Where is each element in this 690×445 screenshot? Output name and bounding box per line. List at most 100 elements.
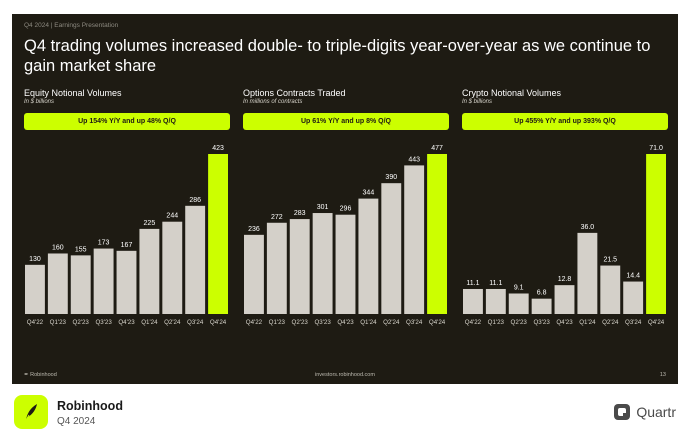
x-tick-label: Q1'24 (360, 319, 377, 326)
bar-value-label: 11.1 (489, 280, 502, 287)
slide-page-number: 13 (659, 372, 666, 378)
bar-Q3'23 (93, 248, 114, 314)
bar-value-label: 167 (121, 242, 133, 249)
x-tick-label: Q3'24 (187, 319, 204, 326)
slide-footer-brand: ✒ Robinhood (24, 372, 57, 378)
bar-value-label: 236 (248, 226, 260, 233)
bar-value-label: 423 (212, 145, 224, 152)
bar-value-label: 6.8 (537, 290, 547, 297)
bar-Q4'22 (25, 264, 45, 314)
x-tick-label: Q2'24 (383, 319, 400, 326)
chart-panel-crypto: Crypto Notional Volumes In $ billions Up… (462, 88, 668, 348)
bar-value-label: 21.5 (603, 257, 617, 264)
bar-value-label: 390 (385, 174, 397, 181)
bar-value-label: 477 (431, 145, 443, 152)
bar-value-label: 155 (75, 246, 87, 253)
robinhood-logo (14, 395, 48, 429)
bar-Q3'23 (312, 213, 333, 314)
bar-Q2'23 (70, 255, 91, 314)
chart-panel-options: Options Contracts Traded In millions of … (243, 88, 449, 348)
slide-headline: Q4 trading volumes increased double- to … (24, 37, 651, 75)
presentation-label: Q4 2024 | Earnings Presentation (24, 22, 119, 29)
bar-value-label: 272 (271, 214, 283, 221)
chart-subtitle: In millions of contracts (243, 99, 303, 105)
bar-value-label: 160 (52, 244, 64, 251)
earnings-slide: Q4 2024 | Earnings Presentation Q4 tradi… (12, 14, 678, 384)
equity-bar-chart: 130 Q4'22 160 Q1'23 155 Q2'23 173 Q3'23 167 Q4'23… (25, 145, 228, 326)
bar-Q4'24 (208, 154, 228, 314)
x-tick-label: Q3'23 (533, 319, 550, 326)
x-tick-label: Q1'24 (141, 319, 158, 326)
x-tick-label: Q4'23 (337, 319, 354, 326)
bar-value-label: 12.8 (558, 276, 572, 283)
chart-subtitle: In $ billions (24, 99, 55, 105)
x-tick-label: Q1'23 (269, 319, 286, 326)
bar-Q1'24 (577, 232, 598, 314)
feather-icon (25, 404, 37, 421)
chart-title: Options Contracts Traded (243, 88, 346, 98)
x-tick-label: Q2'24 (602, 319, 619, 326)
bar-value-label: 443 (408, 156, 420, 163)
growth-callout: Up 455% Y/Y and up 393% Q/Q (462, 113, 668, 130)
x-tick-label: Q4'24 (429, 319, 446, 326)
bar-Q4'23 (554, 285, 575, 314)
x-tick-label: Q2'24 (164, 319, 181, 326)
bar-Q2'23 (289, 219, 310, 314)
bar-Q4'24 (427, 154, 447, 314)
x-tick-label: Q4'22 (465, 319, 482, 326)
bar-Q4'22 (244, 234, 264, 314)
chart-subtitle: In $ billions (462, 99, 493, 105)
bar-value-label: 14.4 (626, 273, 640, 280)
bar-Q1'23 (47, 253, 68, 314)
quartr-wordmark: Quartr (636, 404, 676, 420)
x-tick-label: Q1'23 (488, 319, 505, 326)
x-tick-label: Q1'23 (50, 319, 67, 326)
x-tick-label: Q3'23 (314, 319, 331, 326)
bar-Q2'24 (162, 221, 183, 314)
growth-callout: Up 154% Y/Y and up 48% Q/Q (24, 113, 230, 130)
bar-Q3'24 (185, 205, 206, 314)
bar-Q2'24 (381, 183, 402, 314)
x-tick-label: Q3'24 (625, 319, 642, 326)
bar-Q3'24 (404, 165, 425, 314)
chart-title: Crypto Notional Volumes (462, 88, 562, 98)
bar-Q4'23 (335, 214, 356, 314)
reporting-period: Q4 2024 (57, 416, 96, 427)
bar-value-label: 130 (29, 256, 41, 263)
options-bar-chart: 236 Q4'22 272 Q1'23 283 Q2'23 301 Q3'23 296 Q4'23… (244, 145, 447, 326)
chart-title: Equity Notional Volumes (24, 88, 122, 98)
bar-value-label: 244 (166, 213, 178, 220)
bar-value-label: 11.1 (466, 280, 479, 287)
x-tick-label: Q4'24 (648, 319, 665, 326)
bar-Q3'24 (623, 281, 644, 314)
bar-value-label: 173 (98, 240, 110, 247)
bar-value-label: 344 (363, 190, 375, 197)
bar-Q4'24 (646, 154, 666, 314)
quartr-brand: Quartr (613, 403, 676, 421)
bar-Q3'23 (531, 298, 552, 314)
bar-value-label: 9.1 (514, 284, 524, 291)
bar-Q1'23 (266, 222, 287, 314)
bar-Q4'22 (463, 288, 483, 314)
x-tick-label: Q4'23 (118, 319, 135, 326)
feather-icon: ✒ (24, 372, 31, 378)
x-tick-label: Q2'23 (511, 319, 528, 326)
crypto-bar-chart: 11.1 Q4'22 11.1 Q1'23 9.1 Q2'23 6.8 Q3'23 12.8 Q4… (463, 145, 666, 326)
bar-Q2'23 (508, 293, 529, 314)
bar-Q1'23 (485, 288, 506, 314)
bar-value-label: 71.0 (649, 145, 663, 152)
growth-callout: Up 61% Y/Y and up 8% Q/Q (243, 113, 449, 130)
company-name: Robinhood (57, 399, 123, 413)
chart-panel-equity: Equity Notional Volumes In $ billions Up… (24, 88, 230, 348)
bar-Q1'24 (358, 198, 379, 314)
x-tick-label: Q4'23 (556, 319, 573, 326)
x-tick-label: Q4'22 (27, 319, 44, 326)
x-tick-label: Q2'23 (73, 319, 90, 326)
slide-footer-url[interactable]: investors.robinhood.com (315, 372, 375, 378)
bar-value-label: 301 (317, 204, 329, 211)
x-tick-label: Q3'23 (95, 319, 112, 326)
bar-Q4'23 (116, 250, 137, 314)
bar-value-label: 225 (144, 220, 156, 227)
bar-value-label: 36.0 (581, 224, 595, 231)
x-tick-label: Q1'24 (579, 319, 596, 326)
